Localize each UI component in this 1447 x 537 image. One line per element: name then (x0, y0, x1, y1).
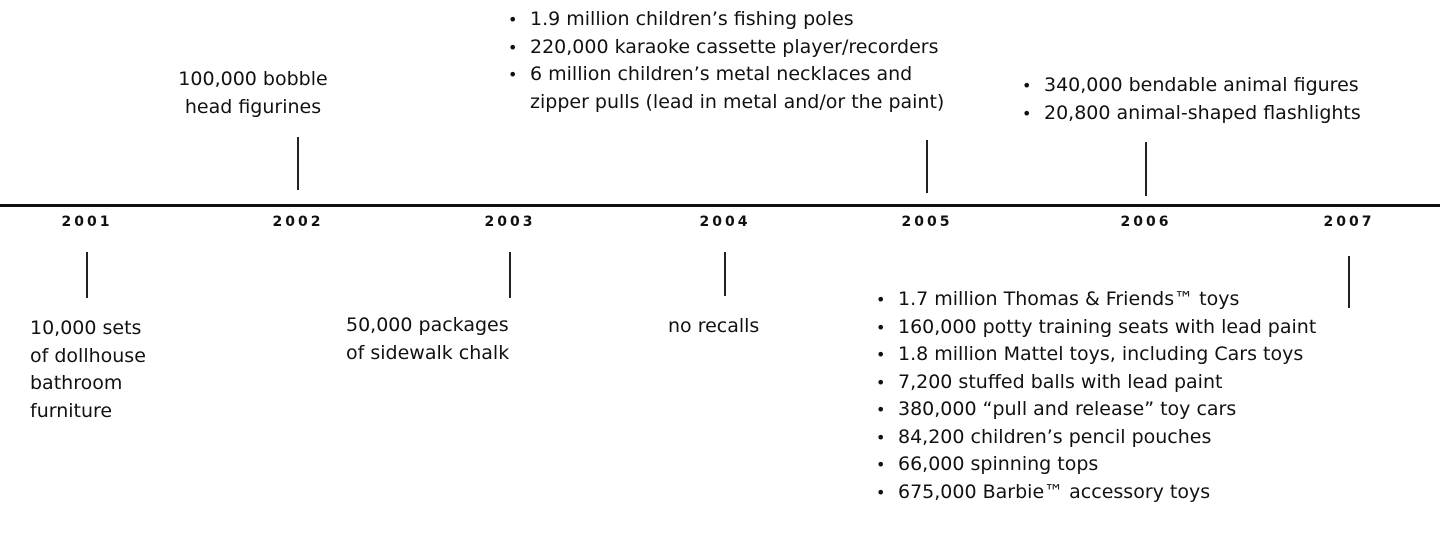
text-line: of sidewalk chalk (346, 341, 510, 364)
text-line: no recalls (668, 315, 760, 337)
bullet-item: 380,000 “pull and release” toy cars (876, 396, 1316, 424)
bullet-item: 1.9 million children’s fishing poles (508, 6, 944, 34)
text-line: 7,200 stuffed balls with lead paint (898, 370, 1223, 393)
bullet-item: 1.7 million Thomas & Friends™ toys (876, 286, 1316, 314)
text-line: 1.8 million Mattel toys, including Cars … (898, 343, 1304, 365)
text-line: 66,000 spinning tops (898, 453, 1099, 475)
timeline-axis (0, 204, 1440, 207)
bullet-item: 675,000 Barbie™ accessory toys (876, 479, 1316, 507)
year-tick (297, 137, 299, 190)
year-label: 2007 (1323, 214, 1375, 230)
text-line: 1.9 million children’s fishing poles (530, 8, 854, 30)
year-label: 2005 (901, 214, 953, 230)
year-tick (926, 140, 928, 193)
bullet-item: 220,000 karaoke cassette player/recorder… (508, 34, 944, 62)
year-label: 2001 (61, 214, 113, 230)
bullet-item: 340,000 bendable animal figures (1022, 72, 1361, 100)
recall-text: 50,000 packages of sidewalk chalk (346, 312, 509, 367)
bullet-item: 160,000 potty training seats with lead p… (876, 314, 1316, 342)
recall-text: 10,000 sets of dollhouse bathroom furniture (30, 315, 146, 425)
text-line: furniture (30, 399, 113, 422)
bullet-item: 6 million children’s metal necklaces and… (508, 61, 944, 116)
text-line: 20,800 animal-shaped flashlights (1044, 101, 1361, 124)
bullet-item: 66,000 spinning tops (876, 451, 1316, 479)
year-tick (1145, 142, 1147, 196)
recall-text: 340,000 bendable animal figures 20,800 an… (1022, 72, 1361, 127)
bullet-item: 1.8 million Mattel toys, including Cars … (876, 341, 1316, 369)
text-line: of dollhouse (30, 344, 146, 367)
recall-text: 1.9 million children’s fishing poles 220,… (508, 6, 944, 116)
text-line: 380,000 “pull and release” toy cars (898, 398, 1237, 420)
text-line: 1.7 million Thomas & Friends™ toys (898, 288, 1240, 310)
text-line: 340,000 bendable animal figures (1044, 74, 1359, 96)
text-line: zipper pulls (lead in metal and/or the p… (530, 90, 945, 113)
text-line: 220,000 karaoke cassette player/recorder… (530, 35, 939, 58)
text-line: bathroom (30, 372, 123, 394)
recall-text: 1.7 million Thomas & Friends™ toys 160,00… (876, 286, 1316, 506)
bullet-item: 7,200 stuffed balls with lead paint (876, 369, 1316, 397)
text-line: 10,000 sets (30, 317, 142, 339)
year-label: 2004 (699, 214, 751, 230)
text-line: 6 million children’s metal necklaces and (530, 63, 913, 85)
recall-text: no recalls (668, 313, 759, 341)
year-tick (86, 252, 88, 298)
text-line: head figurines (184, 95, 322, 118)
year-label: 2006 (1120, 214, 1172, 230)
bullet-item: 20,800 animal-shaped flashlights (1022, 100, 1361, 128)
text-line: 84,200 children’s pencil pouches (898, 425, 1212, 448)
text-line: 675,000 Barbie™ accessory toys (898, 480, 1211, 503)
year-tick (509, 252, 511, 298)
text-line: 50,000 packages (346, 314, 509, 336)
year-label: 2002 (272, 214, 324, 230)
year-label: 2003 (484, 214, 536, 230)
text-line: 100,000 bobble (178, 68, 328, 90)
bullet-item: 84,200 children’s pencil pouches (876, 424, 1316, 452)
recall-text: 100,000 bobble head figurines (178, 66, 327, 121)
year-tick (1348, 256, 1350, 308)
text-line: 160,000 potty training seats with lead p… (898, 315, 1317, 338)
year-tick (724, 252, 726, 296)
